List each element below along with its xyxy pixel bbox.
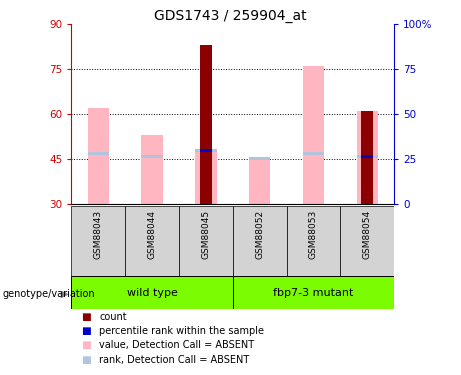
Bar <box>200 148 212 152</box>
Text: count: count <box>99 312 127 322</box>
Text: GSM88044: GSM88044 <box>148 210 157 259</box>
Text: GSM88052: GSM88052 <box>255 210 264 259</box>
Bar <box>200 45 212 204</box>
Text: fbp7-3 mutant: fbp7-3 mutant <box>273 288 354 297</box>
Bar <box>287 206 340 276</box>
Bar <box>303 66 324 204</box>
Bar <box>249 157 271 160</box>
Text: wild type: wild type <box>127 288 177 297</box>
Text: GDS1743 / 259904_at: GDS1743 / 259904_at <box>154 9 307 23</box>
Bar <box>233 206 287 276</box>
Bar <box>340 206 394 276</box>
Text: GSM88045: GSM88045 <box>201 210 210 259</box>
Bar <box>179 206 233 276</box>
Bar <box>71 206 125 276</box>
Bar <box>88 108 109 204</box>
Text: ■: ■ <box>81 340 90 350</box>
Bar <box>142 135 163 204</box>
Bar <box>195 150 217 204</box>
Text: GSM88043: GSM88043 <box>94 210 103 259</box>
Bar <box>88 152 109 155</box>
Text: GSM88054: GSM88054 <box>363 210 372 259</box>
Bar <box>195 148 217 152</box>
Bar <box>361 111 373 204</box>
Bar <box>142 154 163 158</box>
Text: rank, Detection Call = ABSENT: rank, Detection Call = ABSENT <box>99 355 249 364</box>
Text: genotype/variation: genotype/variation <box>2 290 95 299</box>
Text: ■: ■ <box>81 312 90 322</box>
Bar <box>125 206 179 276</box>
Bar <box>233 276 394 309</box>
Text: percentile rank within the sample: percentile rank within the sample <box>99 326 264 336</box>
Bar <box>71 276 233 309</box>
Bar <box>361 154 373 158</box>
Bar <box>356 154 378 158</box>
Bar <box>249 159 271 204</box>
Text: ■: ■ <box>81 355 90 364</box>
Text: GSM88053: GSM88053 <box>309 210 318 259</box>
Text: ■: ■ <box>81 326 90 336</box>
Bar <box>356 111 378 204</box>
Bar <box>303 152 324 155</box>
Text: value, Detection Call = ABSENT: value, Detection Call = ABSENT <box>99 340 254 350</box>
